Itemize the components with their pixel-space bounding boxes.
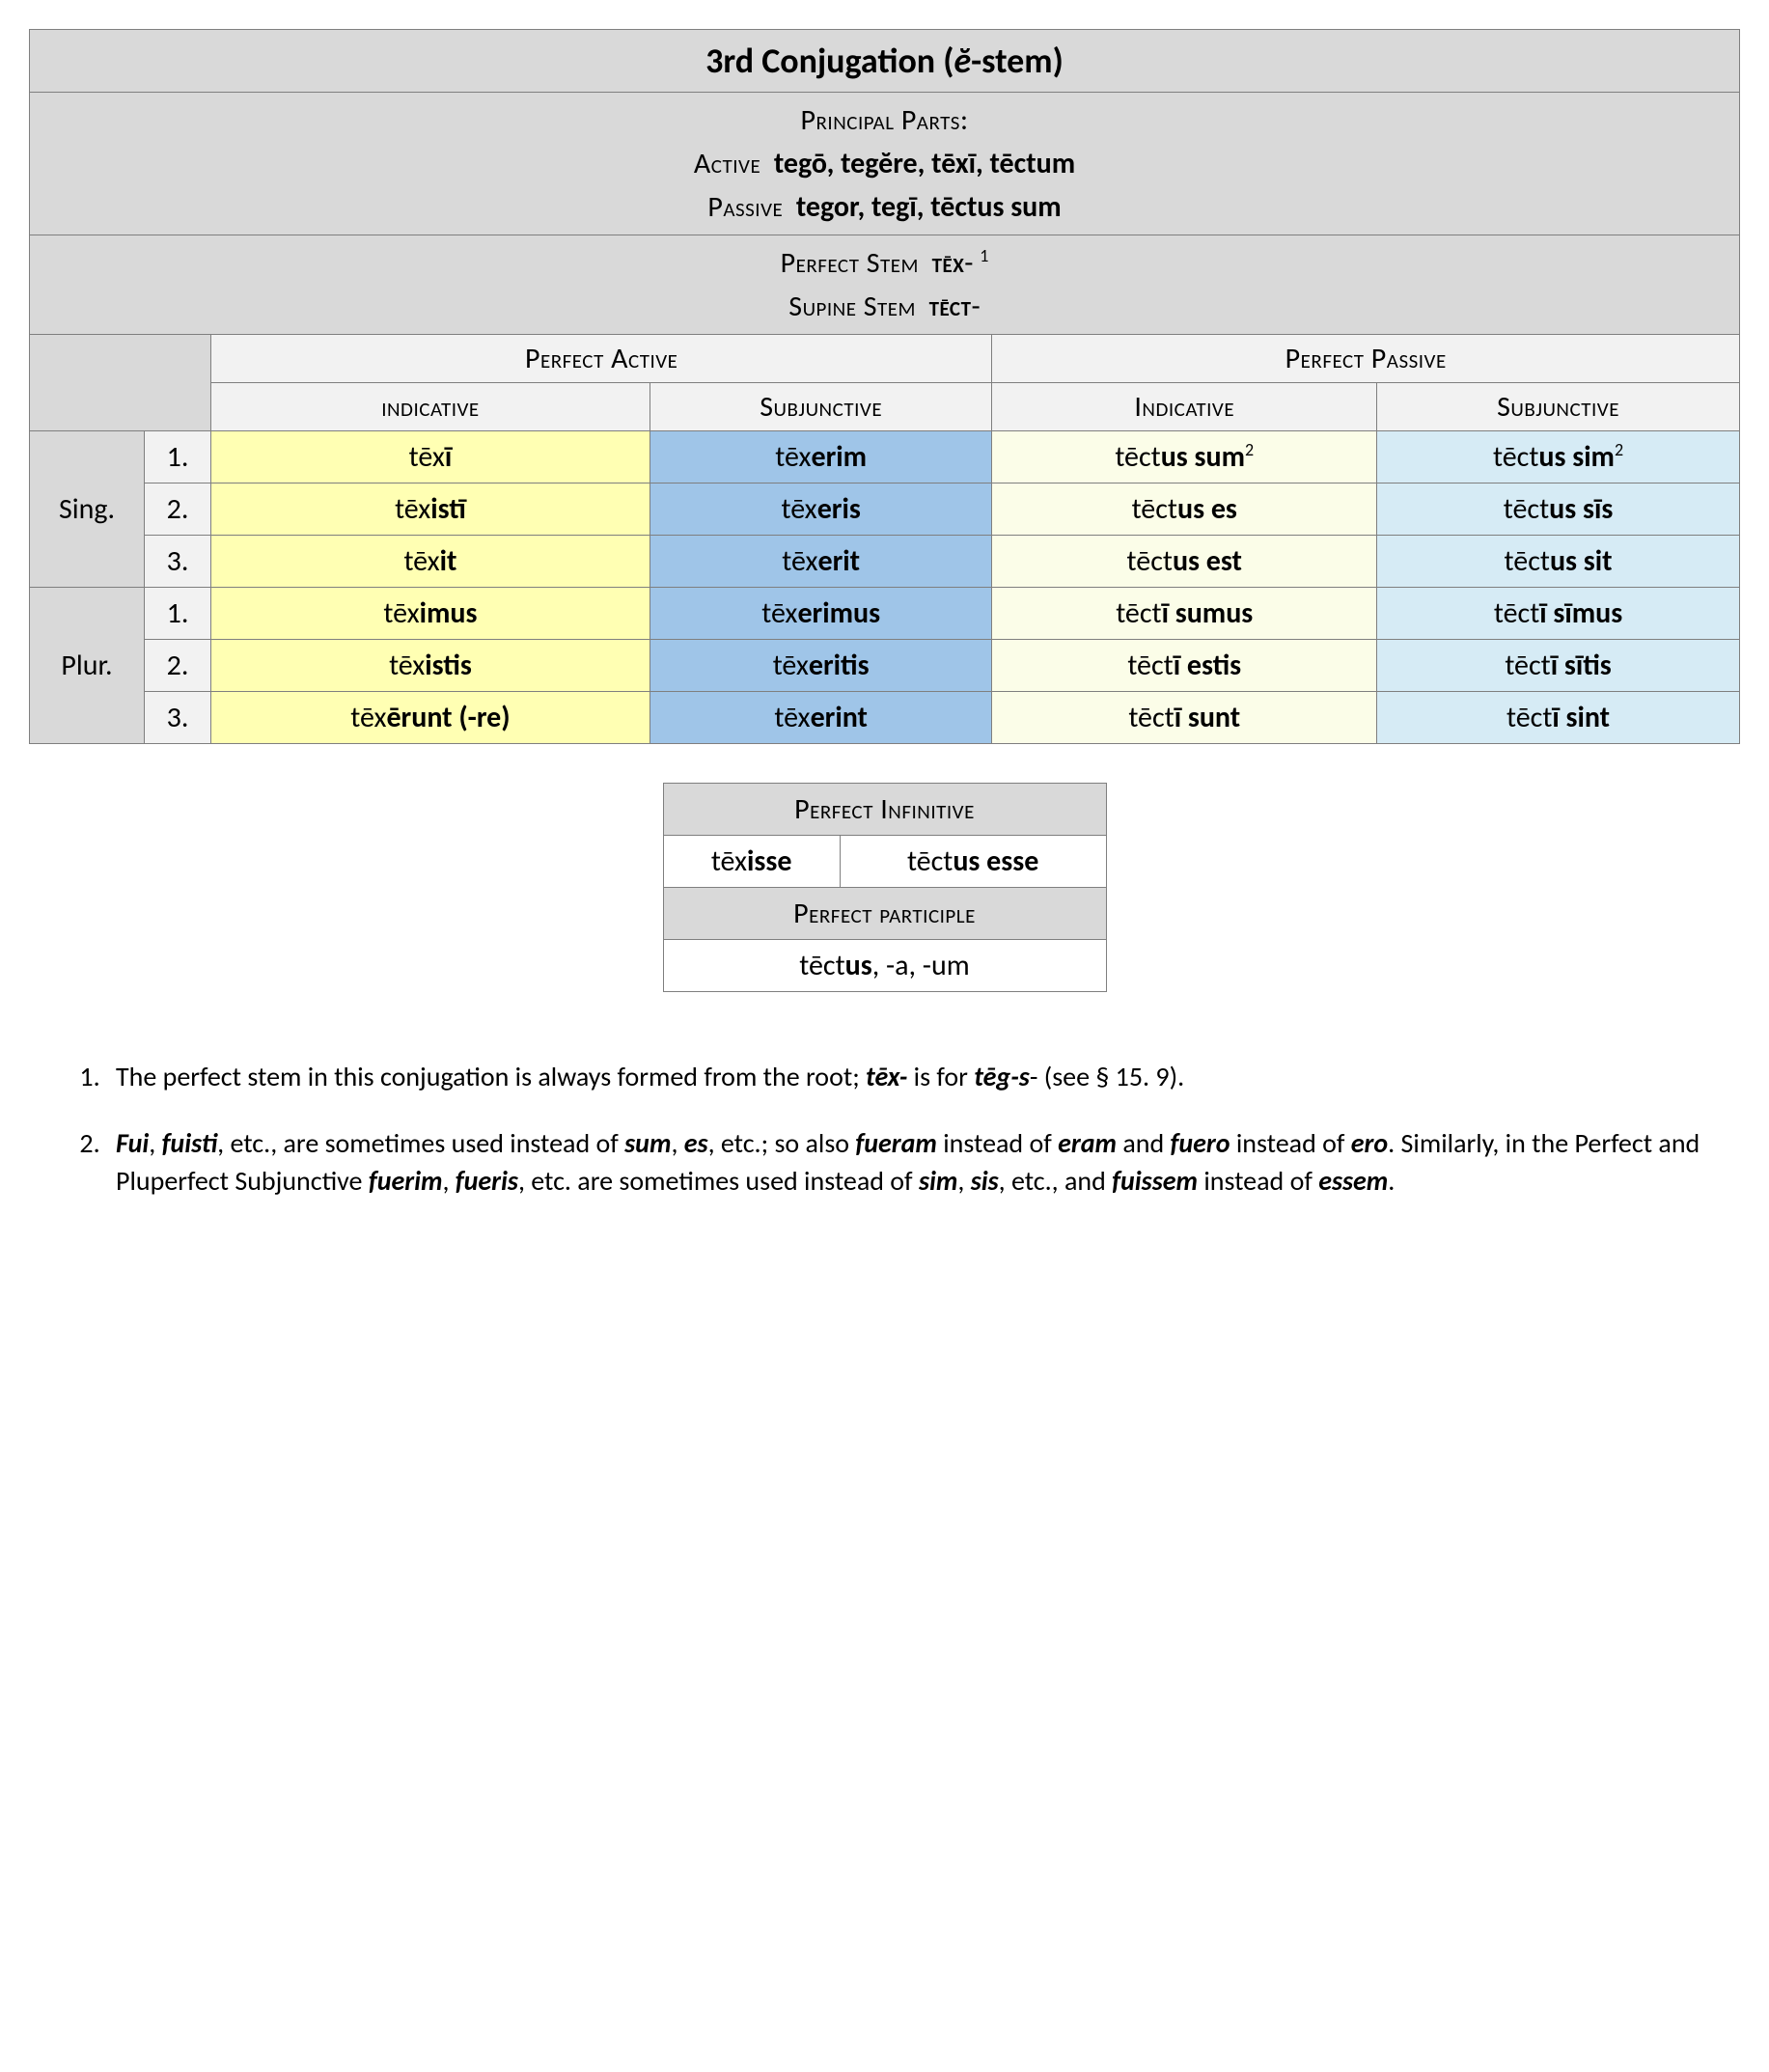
- part-value: tēctus, -a, -um: [663, 940, 1106, 992]
- passive-label: Passive: [707, 189, 783, 225]
- active-parts: tegō, tegĕre, tēxī, tēctum: [774, 146, 1075, 181]
- cell-ai: tēxistī: [211, 483, 650, 536]
- cell-ai: tēxī: [211, 431, 650, 483]
- col-perfect-passive: Perfect Passive: [992, 335, 1740, 383]
- inf-active: tēxisse: [663, 836, 840, 888]
- cell-as: tēxeris: [650, 483, 992, 536]
- title-pre: 3rd Conjugation (: [705, 40, 954, 82]
- cell-pi: tēctī sumus: [992, 588, 1377, 640]
- infinitive-table: Perfect Infinitive tēxisse tēctus esse P…: [663, 783, 1107, 992]
- inf-passive: tēctus esse: [840, 836, 1106, 888]
- title-post: -stem): [971, 40, 1064, 82]
- cell-ai: tēxit: [211, 536, 650, 588]
- cell-pi: tēctus sum2: [992, 431, 1377, 483]
- cell-pi: tēctus est: [992, 536, 1377, 588]
- cell-pi: tēctī estis: [992, 640, 1377, 692]
- cell-ai: tēxērunt (-re): [211, 692, 650, 744]
- stems-row: Perfect Stem tēx- 1 Supine Stem tēct-: [30, 235, 1740, 335]
- cell-pi: tēctus es: [992, 483, 1377, 536]
- row-num: 1.: [145, 588, 211, 640]
- sub-indicative-2: Indicative: [992, 383, 1377, 431]
- perfect-stem-sup: 1: [980, 245, 988, 266]
- sub-subjunctive-2: Subjunctive: [1377, 383, 1740, 431]
- cell-as: tēxerimus: [650, 588, 992, 640]
- cell-ps: tēctī sīmus: [1377, 588, 1740, 640]
- row-num: 2.: [145, 640, 211, 692]
- footnote-2: Fui, fuisti, etc., are sometimes used in…: [106, 1124, 1721, 1200]
- row-num: 3.: [145, 692, 211, 744]
- row-num: 3.: [145, 536, 211, 588]
- cell-as: tēxerit: [650, 536, 992, 588]
- cell-ps: tēctī sint: [1377, 692, 1740, 744]
- sing-label: Sing.: [30, 431, 145, 588]
- inf-label: Perfect Infinitive: [663, 784, 1106, 836]
- perfect-stem-label: Perfect Stem: [781, 245, 919, 281]
- row-num: 1.: [145, 431, 211, 483]
- conjugation-table: 3rd Conjugation (ĕ-stem) Principal Parts…: [29, 29, 1740, 744]
- cell-ps: tēctus sīs: [1377, 483, 1740, 536]
- cell-as: tēxeritis: [650, 640, 992, 692]
- sub-subjunctive-1: Subjunctive: [650, 383, 992, 431]
- sub-indicative-1: indicative: [211, 383, 650, 431]
- cell-ai: tēximus: [211, 588, 650, 640]
- cell-ps: tēctus sim2: [1377, 431, 1740, 483]
- principal-parts-row: Principal Parts: Active tegō, tegĕre, tē…: [30, 93, 1740, 235]
- table-title: 3rd Conjugation (ĕ-stem): [30, 30, 1740, 93]
- cell-ai: tēxistis: [211, 640, 650, 692]
- cell-as: tēxerim: [650, 431, 992, 483]
- part-label: Perfect participle: [663, 888, 1106, 940]
- title-stem: ĕ: [954, 40, 971, 82]
- supine-stem-label: Supine Stem: [788, 289, 916, 324]
- corner-cell: [30, 335, 211, 431]
- footnotes: The perfect stem in this conjugation is …: [29, 992, 1740, 1201]
- footnote-1: The perfect stem in this conjugation is …: [106, 1058, 1721, 1095]
- perfect-stem-val: tēx: [932, 245, 965, 281]
- plur-label: Plur.: [30, 588, 145, 744]
- cell-as: tēxerint: [650, 692, 992, 744]
- col-perfect-active: Perfect Active: [211, 335, 992, 383]
- row-num: 2.: [145, 483, 211, 536]
- cell-ps: tēctus sit: [1377, 536, 1740, 588]
- supine-stem-val: tēct: [929, 289, 972, 324]
- active-label: Active: [694, 146, 760, 181]
- cell-ps: tēctī sītis: [1377, 640, 1740, 692]
- passive-parts: tegor, tegī, tēctus sum: [796, 189, 1062, 225]
- principal-parts-label: Principal Parts:: [801, 102, 969, 138]
- cell-pi: tēctī sunt: [992, 692, 1377, 744]
